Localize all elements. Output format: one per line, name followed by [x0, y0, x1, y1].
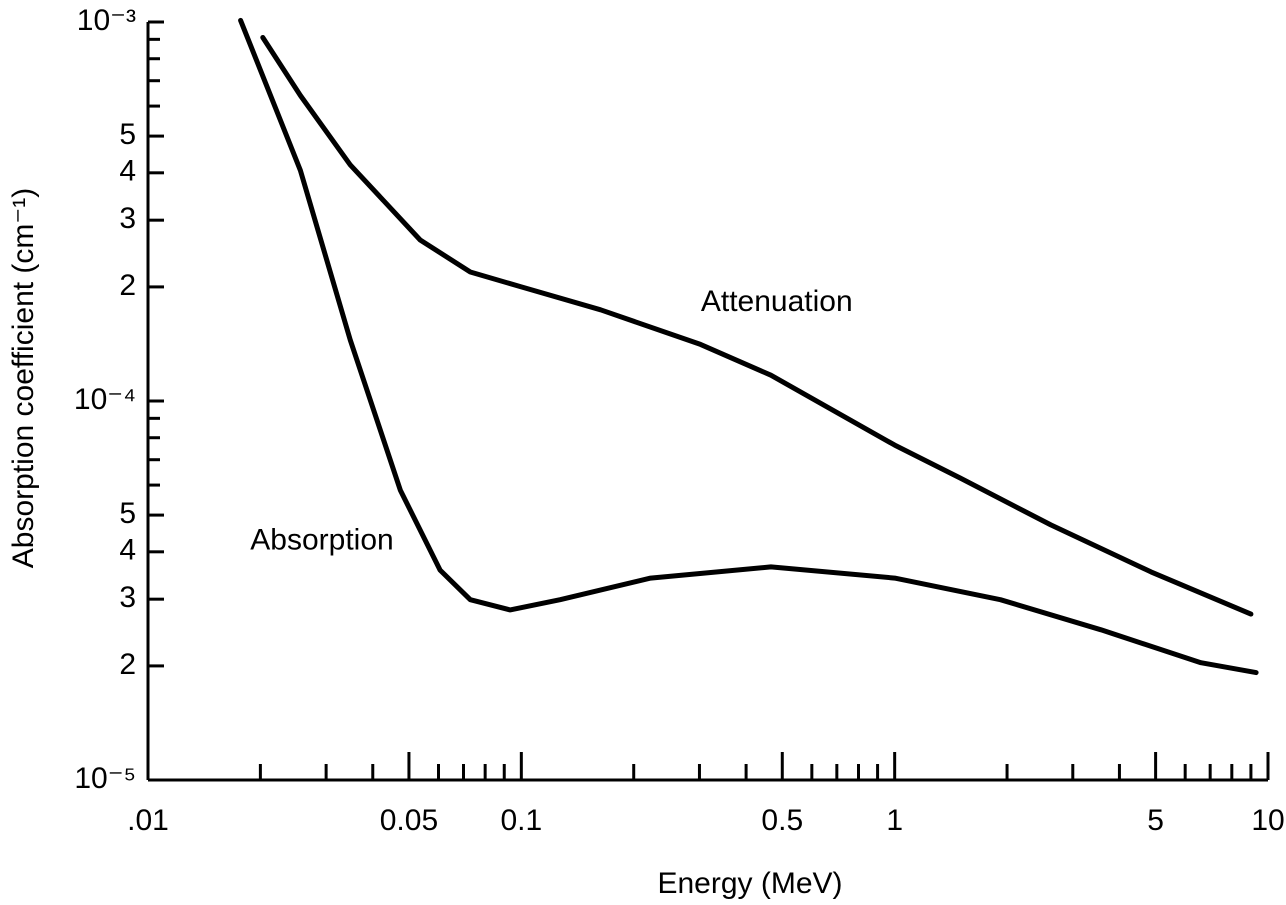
x-tick-label: 0.5: [761, 804, 803, 837]
y-tick-label: 3: [119, 581, 136, 614]
y-tick-label: 2: [119, 269, 136, 302]
series-label: Attenuation: [701, 285, 853, 318]
x-tick-label: 5: [1147, 804, 1164, 837]
x-tick-label: .01: [127, 804, 169, 837]
line-series: [260, 35, 1254, 617]
y-tick-label: 5: [119, 118, 136, 151]
y-tick-label: 2: [119, 648, 136, 681]
y-tick-label: 3: [119, 202, 136, 235]
x-tick-label: 10: [1251, 804, 1284, 837]
y-tick-label: 5: [119, 497, 136, 530]
y-tick-label: 10⁻⁴: [74, 383, 136, 416]
y-tick-label: 10⁻⁵: [74, 762, 136, 795]
x-axis-title: Energy (MeV): [657, 867, 842, 900]
x-tick-label: 0.05: [380, 804, 438, 837]
y-tick-label: 4: [119, 155, 136, 188]
y-tick-label: 4: [119, 534, 136, 567]
y-tick-label: 10⁻³: [77, 4, 136, 37]
x-tick-label: 1: [886, 804, 903, 837]
series-label: Absorption: [250, 524, 393, 557]
y-axis-title: Absorption coefficient (cm⁻¹): [7, 188, 40, 568]
x-tick-label: 0.1: [500, 804, 542, 837]
line-series: [238, 17, 1259, 676]
